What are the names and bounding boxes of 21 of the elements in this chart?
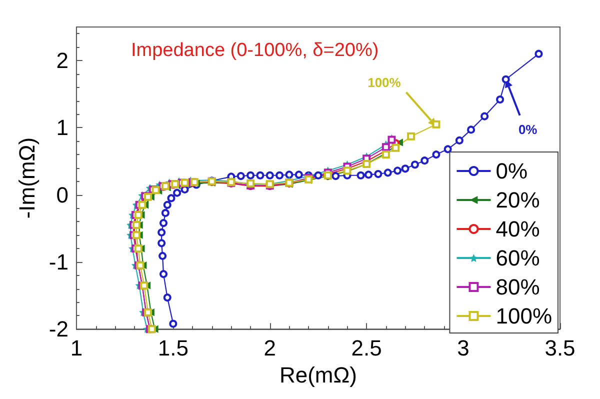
x-tick-label: 2.5 bbox=[351, 336, 382, 361]
legend-label: 100% bbox=[496, 304, 552, 328]
y-tick-label: -1 bbox=[48, 249, 68, 274]
y-axis-title: -Im(mΩ) bbox=[14, 137, 40, 219]
annotation: 100% bbox=[368, 74, 402, 90]
legend-label: 60% bbox=[496, 246, 540, 270]
legend-label: 80% bbox=[496, 274, 540, 300]
x-axis-title: Re(mΩ) bbox=[279, 362, 358, 388]
legend-label: 40% bbox=[496, 216, 540, 242]
x-tick-label: 3 bbox=[457, 336, 470, 361]
y-tick-label: -2 bbox=[48, 316, 68, 342]
x-tick-label: 1.5 bbox=[158, 336, 188, 361]
legend-label: 0% bbox=[496, 158, 528, 184]
y-tick-label: 2 bbox=[56, 48, 68, 74]
legend-label: 20% bbox=[496, 188, 540, 212]
text: Impedance (0-100%, δ=20%) bbox=[131, 40, 379, 61]
x-tick-label: 3.5 bbox=[544, 336, 576, 361]
annotation: 0% bbox=[518, 122, 538, 137]
x-tick-label: 2 bbox=[264, 336, 276, 361]
y-tick-label: 1 bbox=[56, 115, 68, 140]
y-tick-label: 0 bbox=[56, 182, 68, 208]
